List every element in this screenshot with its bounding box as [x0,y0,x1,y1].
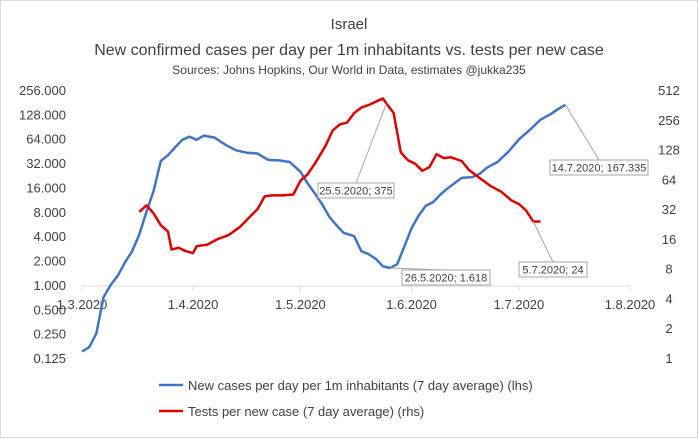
x-tick-label: 1.4.2020 [168,297,219,312]
y-left-tick-label: 64.000 [26,132,66,147]
annotation-label: 14.7.2020; 167.335 [552,163,647,175]
y-left-tick-label: 0.250 [33,327,66,342]
y-left-tick-label: 8.000 [33,205,66,220]
y-left-tick-label: 0.500 [33,302,66,317]
annotation-layer: 25.5.2020; 375 26.5.2020; 1.618 14.7.2020;… [317,103,649,286]
annotation-leader [355,103,387,184]
chart-subtitle: New confirmed cases per day per 1m inhab… [94,42,604,59]
y-right-tick-label: 4 [665,291,672,306]
annotation-box [549,159,649,176]
chart-title: Israel [331,16,368,33]
chart-source: Sources: Johns Hopkins, Our World in Dat… [172,63,526,77]
annotation-label: 5.7.2020; 24 [522,265,583,277]
y-right-tick-label: 16 [662,232,676,247]
y-left-tick-label: 16.000 [26,180,66,195]
annotation-box [401,269,491,286]
x-axis-ticks: 1.3.2020 1.4.2020 1.5.2020 1.6.2020 1.7.2020… [57,286,656,312]
annotation-leader [532,221,554,263]
y-right-tick-label: 32 [662,202,676,217]
y-right-tick-label: 128 [658,143,680,158]
x-tick-label: 1.8.2020 [605,297,656,312]
y-left-tick-label: 0.125 [33,351,66,366]
x-tick-label: 1.5.2020 [275,297,326,312]
annotation-label: 26.5.2020; 1.618 [405,273,488,285]
y-left-tick-label: 2.000 [33,254,66,269]
annotation-box [518,261,588,278]
legend-label-tests: Tests per new case (7 day average) (rhs) [188,404,424,419]
left-axis-ticks: 0.125 0.250 0.500 1.000 2.000 4.000 8.000 16.00… [19,83,66,366]
y-left-tick-label: 1.000 [33,278,66,293]
series-line-tests [138,97,541,255]
y-left-tick-label: 4.000 [33,229,66,244]
annotation-box [317,182,395,199]
y-right-tick-label: 64 [662,172,676,187]
right-axis-ticks: 1 2 4 8 16 32 64 128 256 512 [658,83,680,366]
x-tick-label: 1.3.2020 [57,297,108,312]
y-right-tick-label: 1 [665,351,672,366]
annotation-label: 25.5.2020; 375 [319,186,392,198]
series-line-cases [81,103,567,353]
x-tick-label: 1.6.2020 [386,297,437,312]
legend-label-cases: New cases per day per 1m inhabitants (7 … [188,378,533,393]
y-left-tick-label: 128.000 [19,107,66,122]
annotation-leader [565,104,600,161]
y-right-tick-label: 256 [658,113,680,128]
y-right-tick-label: 2 [665,321,672,336]
y-right-tick-label: 512 [658,83,680,98]
series-layer [81,97,567,353]
x-tick-label: 1.7.2020 [494,297,545,312]
y-left-tick-label: 32.000 [26,156,66,171]
legend: New cases per day per 1m inhabitants (7 … [159,378,533,419]
y-right-tick-label: 8 [665,262,672,277]
y-left-tick-label: 256.000 [19,83,66,98]
